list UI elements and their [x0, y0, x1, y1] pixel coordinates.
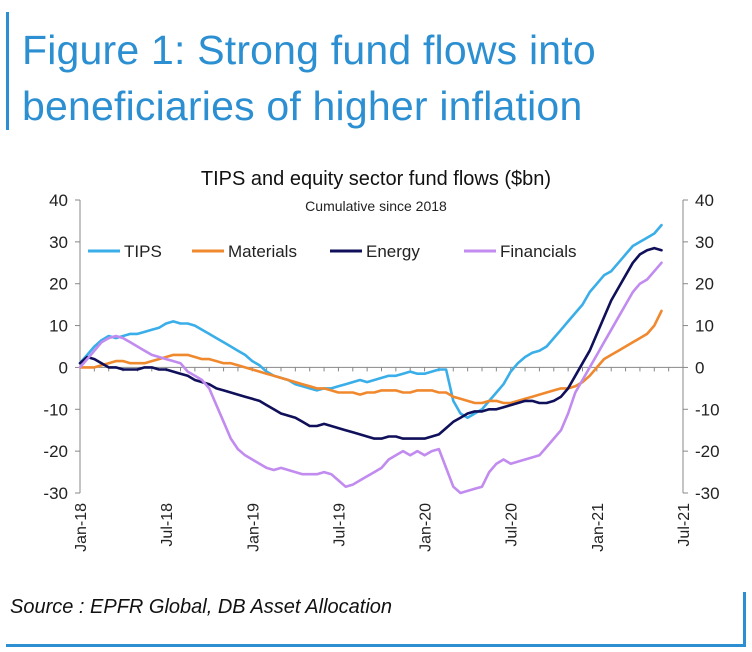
figure-title-line-1: Figure 1: Strong fund flows into — [22, 27, 596, 73]
figure-title: Figure 1: Strong fund flows into benefic… — [22, 22, 742, 134]
chart-title: TIPS and equity sector fund flows ($bn) — [200, 168, 552, 190]
x-tick-label: Jul-21 — [676, 503, 693, 547]
series-line-materials — [78, 309, 663, 405]
y-tick-label-right: 40 — [695, 191, 714, 210]
x-tick-label: Jul-20 — [504, 503, 521, 547]
x-tick-label: Jan-20 — [418, 503, 435, 552]
footer-accent-rule-right — [743, 592, 746, 647]
y-tick-label-right: -20 — [695, 442, 720, 461]
series-line-tips — [78, 223, 663, 420]
x-tick-label: Jan-18 — [73, 503, 90, 552]
x-tick-label: Jan-21 — [590, 503, 607, 552]
legend-label-energy: Energy — [366, 242, 420, 261]
y-tick-label-right: -30 — [695, 484, 720, 503]
legend-label-materials: Materials — [228, 242, 297, 261]
y-tick-label-left: 40 — [49, 191, 68, 210]
footer-accent-rule — [6, 644, 746, 647]
y-tick-label-left: 20 — [49, 275, 68, 294]
y-tick-label-left: -10 — [43, 400, 68, 419]
chart-subtitle: Cumulative since 2018 — [305, 198, 447, 214]
figure-title-line-2: beneficiaries of higher inflation — [22, 83, 583, 129]
y-tick-label-right: 20 — [695, 275, 714, 294]
y-tick-label-left: -20 — [43, 442, 68, 461]
line-chart: -30 -30 -20 -20 -10 -10 0 0 10 10 20 20 30 30 40 40 Jan-… — [43, 191, 720, 552]
y-tick-label-right: 30 — [695, 233, 714, 252]
y-tick-label-left: -30 — [43, 484, 68, 503]
series-line-energy — [78, 246, 663, 440]
legend-label-financials: Financials — [500, 242, 577, 261]
x-tick-label: Jul-18 — [159, 503, 176, 547]
legend-label-tips: TIPS — [124, 242, 162, 261]
y-tick-label-left: 30 — [49, 233, 68, 252]
y-tick-label-left: 0 — [59, 358, 68, 377]
x-tick-label: Jan-19 — [245, 503, 262, 552]
y-tick-label-right: 0 — [695, 358, 704, 377]
y-tick-label-right: -10 — [695, 400, 720, 419]
title-accent-rule — [6, 12, 9, 130]
x-tick-label: Jul-19 — [331, 503, 348, 547]
y-tick-label-left: 10 — [49, 317, 68, 336]
series-line-financials — [78, 261, 663, 495]
source-note: Source : EPFR Global, DB Asset Allocatio… — [10, 596, 393, 618]
y-tick-label-right: 10 — [695, 317, 714, 336]
